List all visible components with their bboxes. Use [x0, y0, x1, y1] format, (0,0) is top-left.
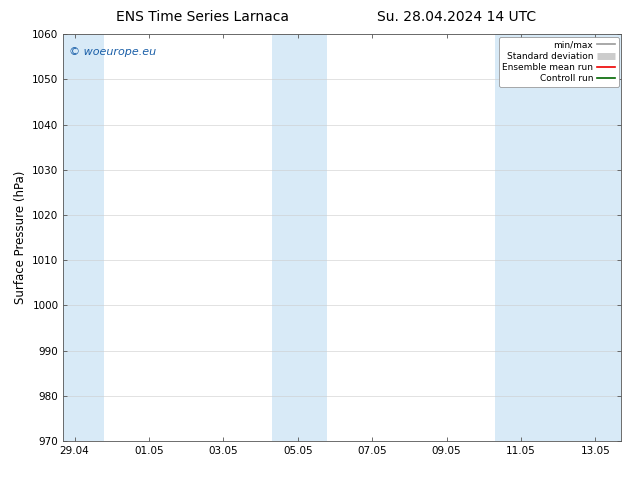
Text: Su. 28.04.2024 14 UTC: Su. 28.04.2024 14 UTC [377, 10, 536, 24]
Bar [272, 34, 328, 441]
Y-axis label: Surface Pressure (hPa): Surface Pressure (hPa) [14, 171, 27, 304]
Legend: min/max, Standard deviation, Ensemble mean run, Controll run: min/max, Standard deviation, Ensemble me… [499, 37, 619, 87]
Text: © woeurope.eu: © woeurope.eu [69, 47, 156, 56]
Text: ENS Time Series Larnaca: ENS Time Series Larnaca [117, 10, 289, 24]
Bar [63, 34, 105, 441]
Bar [495, 34, 621, 441]
